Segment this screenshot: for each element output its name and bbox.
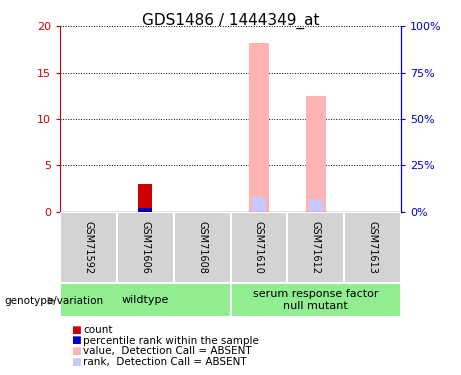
Text: ■: ■: [71, 346, 81, 356]
Text: ■: ■: [71, 336, 81, 345]
Text: ■: ■: [71, 357, 81, 366]
Bar: [174, 212, 230, 283]
Text: serum response factor
null mutant: serum response factor null mutant: [253, 289, 378, 311]
Text: GSM71612: GSM71612: [311, 221, 321, 274]
Bar: [138, 184, 152, 212]
Bar: [249, 43, 269, 212]
Text: GSM71592: GSM71592: [83, 221, 94, 274]
Bar: [287, 212, 344, 283]
Text: GSM71608: GSM71608: [197, 221, 207, 274]
Bar: [230, 212, 287, 283]
Bar: [230, 283, 401, 317]
Text: rank,  Detection Call = ABSENT: rank, Detection Call = ABSENT: [83, 357, 247, 366]
Bar: [306, 96, 326, 212]
Text: value,  Detection Call = ABSENT: value, Detection Call = ABSENT: [83, 346, 252, 356]
Text: genotype/variation: genotype/variation: [5, 296, 104, 306]
Bar: [117, 212, 174, 283]
Bar: [344, 212, 401, 283]
Text: GSM71610: GSM71610: [254, 221, 264, 274]
Bar: [138, 208, 152, 212]
Bar: [252, 197, 266, 212]
Bar: [60, 212, 117, 283]
Text: wildtype: wildtype: [122, 295, 169, 305]
Text: count: count: [83, 325, 112, 335]
Text: GSM71613: GSM71613: [367, 221, 378, 274]
Text: ■: ■: [71, 325, 81, 335]
Bar: [309, 199, 323, 212]
Text: GSM71606: GSM71606: [140, 221, 150, 274]
Bar: [60, 283, 230, 317]
Text: percentile rank within the sample: percentile rank within the sample: [83, 336, 259, 345]
Text: GDS1486 / 1444349_at: GDS1486 / 1444349_at: [142, 13, 319, 29]
